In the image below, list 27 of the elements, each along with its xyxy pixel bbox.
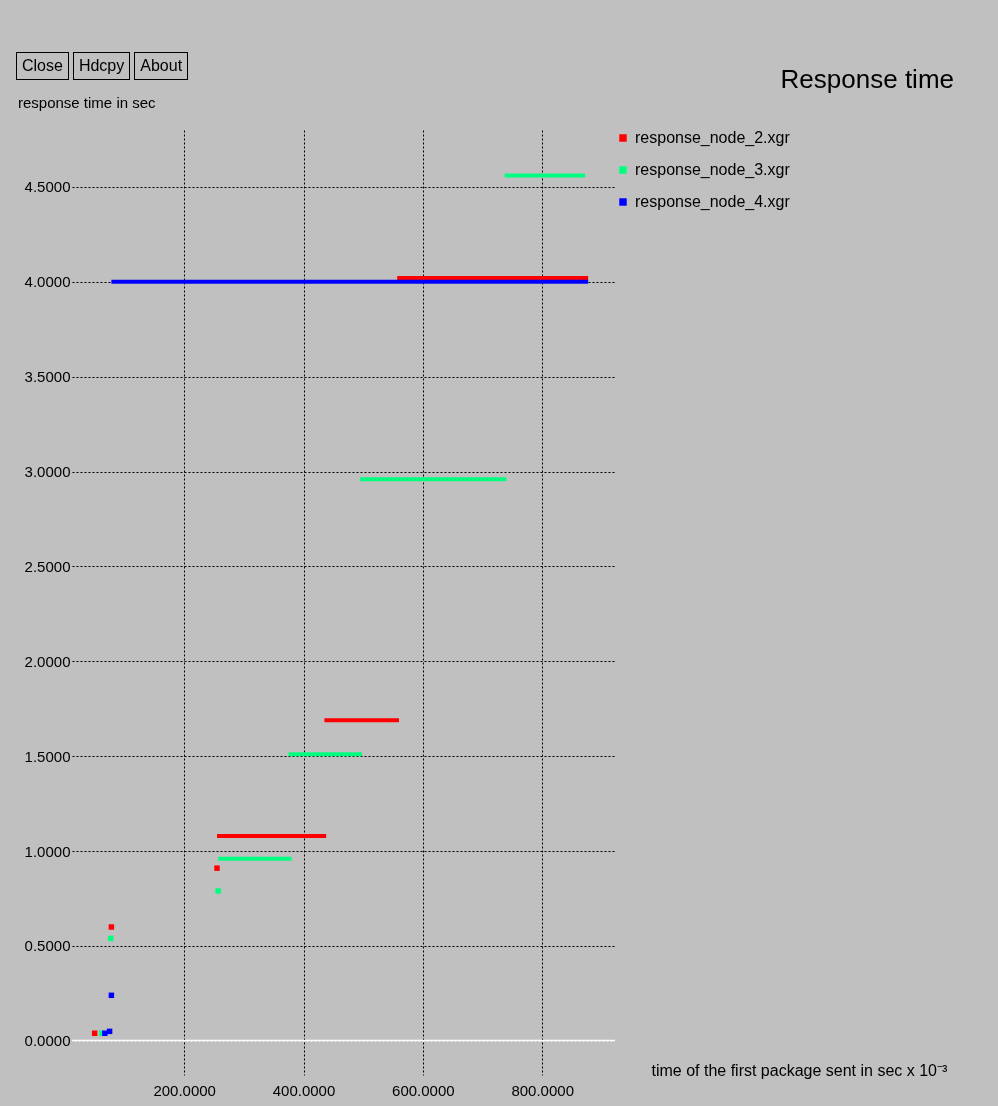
y-axis-title: response time in sec	[18, 94, 156, 111]
point	[108, 935, 114, 942]
y-tick-label: 3.5000	[24, 368, 71, 386]
legend-label: response_node_4.xgr	[635, 193, 791, 211]
y-tick-label: 4.5000	[24, 178, 71, 196]
legend-label: response_node_3.xgr	[635, 161, 791, 179]
x-axis-title: time of the first package sent in sec x 10⁻³	[651, 1061, 948, 1079]
button[interactable]: Hdcpy	[72, 52, 131, 80]
x-tick-label: 200.0000	[153, 1081, 216, 1099]
point	[108, 924, 115, 930]
y-tick-label: 2.5000	[24, 557, 71, 575]
y-tick-label: 0.0000	[24, 1032, 71, 1050]
y-tick-label: 4.0000	[24, 273, 71, 291]
y-tick-label: 3.0000	[24, 463, 71, 481]
y-tick-label: 1.0000	[24, 842, 71, 860]
button[interactable]: Close	[16, 52, 69, 80]
x-tick-label: 600.0000	[392, 1081, 455, 1099]
point	[215, 888, 221, 894]
x-tick-label: 400.0000	[272, 1081, 336, 1099]
text: Response time	[780, 64, 954, 95]
legend-label: response_node_2.xgr	[635, 129, 791, 147]
point	[214, 865, 220, 871]
x-tick-label: 800.0000	[511, 1081, 574, 1099]
y-tick-label: 2.0000	[24, 652, 71, 670]
button[interactable]: About	[134, 52, 189, 80]
y-tick-label: 0.5000	[24, 937, 71, 955]
y-tick-label: 1.5000	[24, 747, 71, 765]
